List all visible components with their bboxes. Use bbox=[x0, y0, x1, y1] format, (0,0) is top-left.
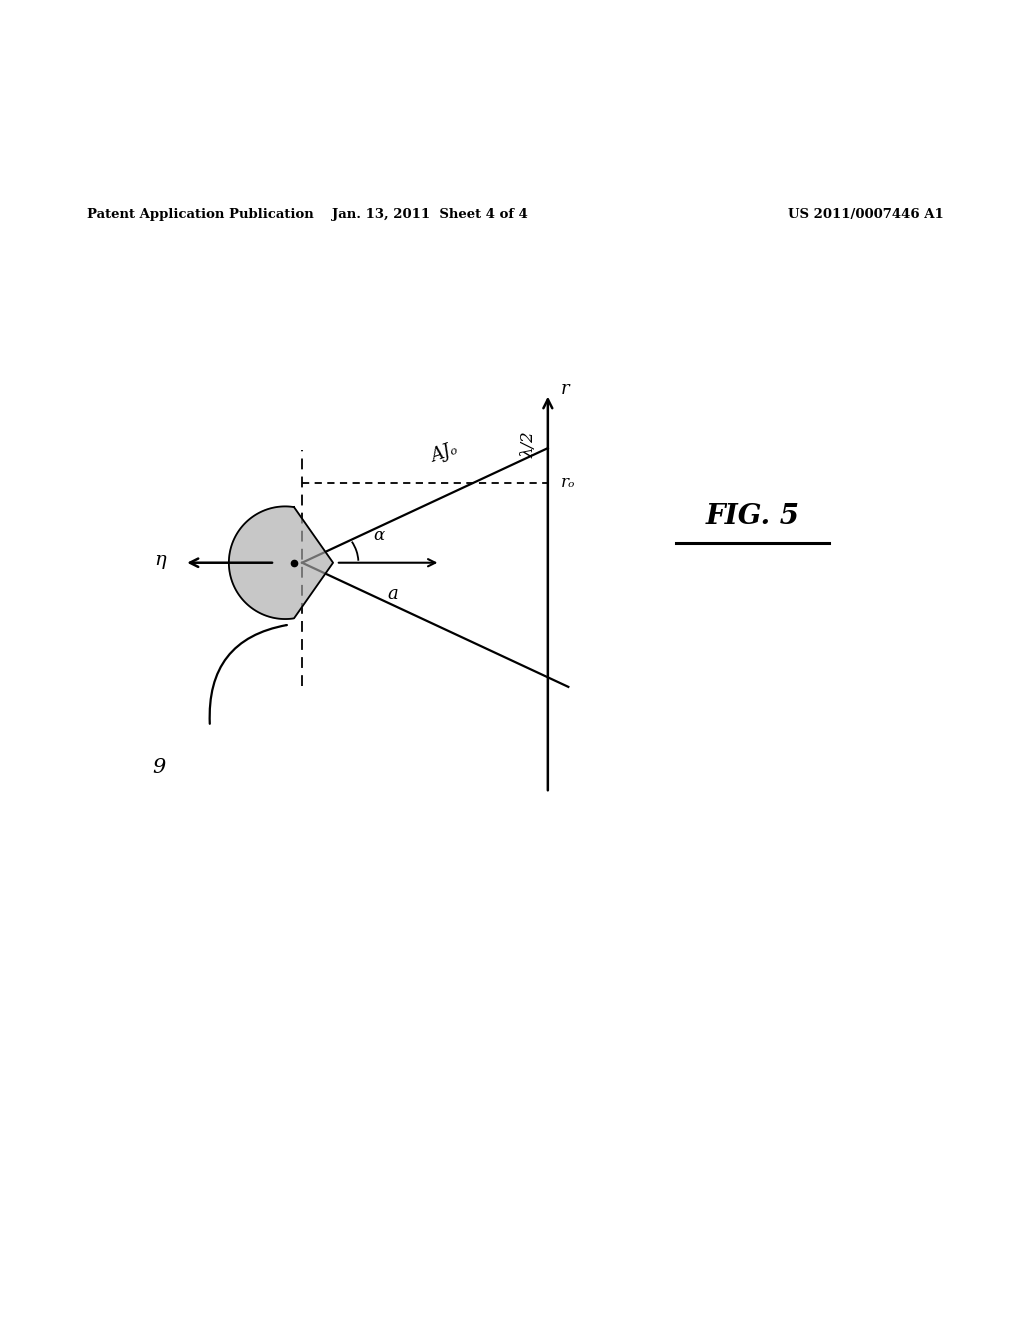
Text: Jan. 13, 2011  Sheet 4 of 4: Jan. 13, 2011 Sheet 4 of 4 bbox=[332, 209, 528, 220]
Text: 9: 9 bbox=[153, 758, 165, 777]
Text: α: α bbox=[374, 527, 385, 544]
Text: US 2011/0007446 A1: US 2011/0007446 A1 bbox=[788, 209, 944, 220]
Text: η: η bbox=[155, 550, 166, 569]
Polygon shape bbox=[229, 507, 333, 619]
Text: AJₒ: AJₒ bbox=[428, 441, 460, 466]
Text: r: r bbox=[561, 380, 569, 397]
Text: λ/2: λ/2 bbox=[521, 432, 538, 458]
Text: rₒ: rₒ bbox=[561, 474, 575, 491]
Text: Patent Application Publication: Patent Application Publication bbox=[87, 209, 313, 220]
Text: FIG. 5: FIG. 5 bbox=[706, 503, 800, 531]
Text: a: a bbox=[388, 585, 398, 603]
FancyArrowPatch shape bbox=[210, 626, 287, 723]
